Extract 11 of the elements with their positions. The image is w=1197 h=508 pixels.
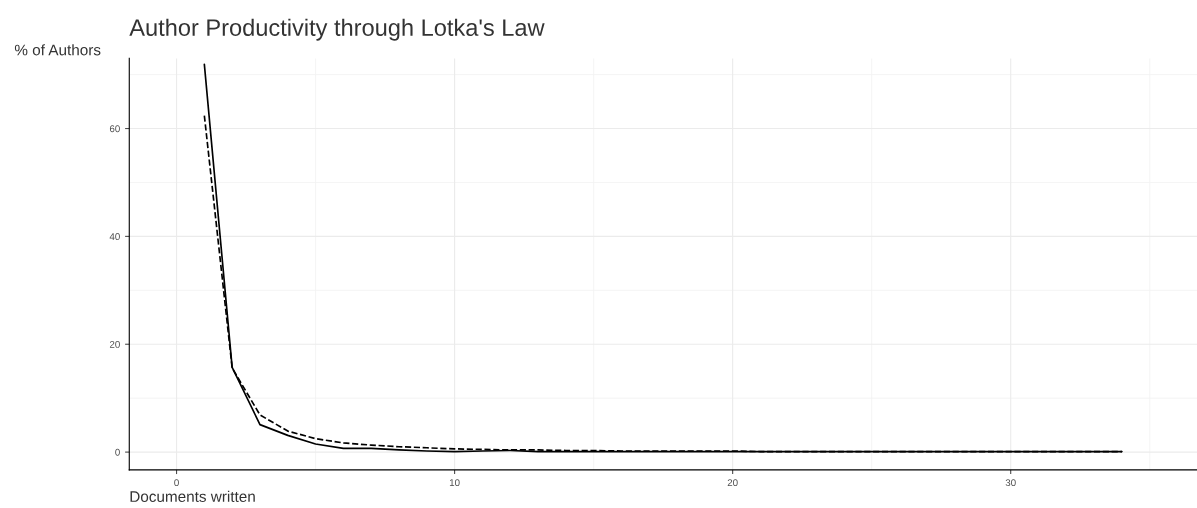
x-tick-label: 0 (174, 479, 179, 487)
y-tick-label: 60 (109, 125, 120, 133)
y-tick-label: 0 (115, 448, 120, 456)
x-axis-title: Documents written (130, 490, 255, 502)
chart-title: Author Productivity through Lotka's Law (129, 18, 545, 41)
x-tick-label: 30 (1005, 479, 1016, 487)
y-tick-label: 40 (109, 233, 120, 240)
y-tick-label: 20 (109, 340, 120, 348)
x-tick-label: 20 (727, 479, 738, 487)
y-axis-title: % of Authors (14, 44, 101, 56)
x-tick-label: 10 (449, 479, 460, 487)
